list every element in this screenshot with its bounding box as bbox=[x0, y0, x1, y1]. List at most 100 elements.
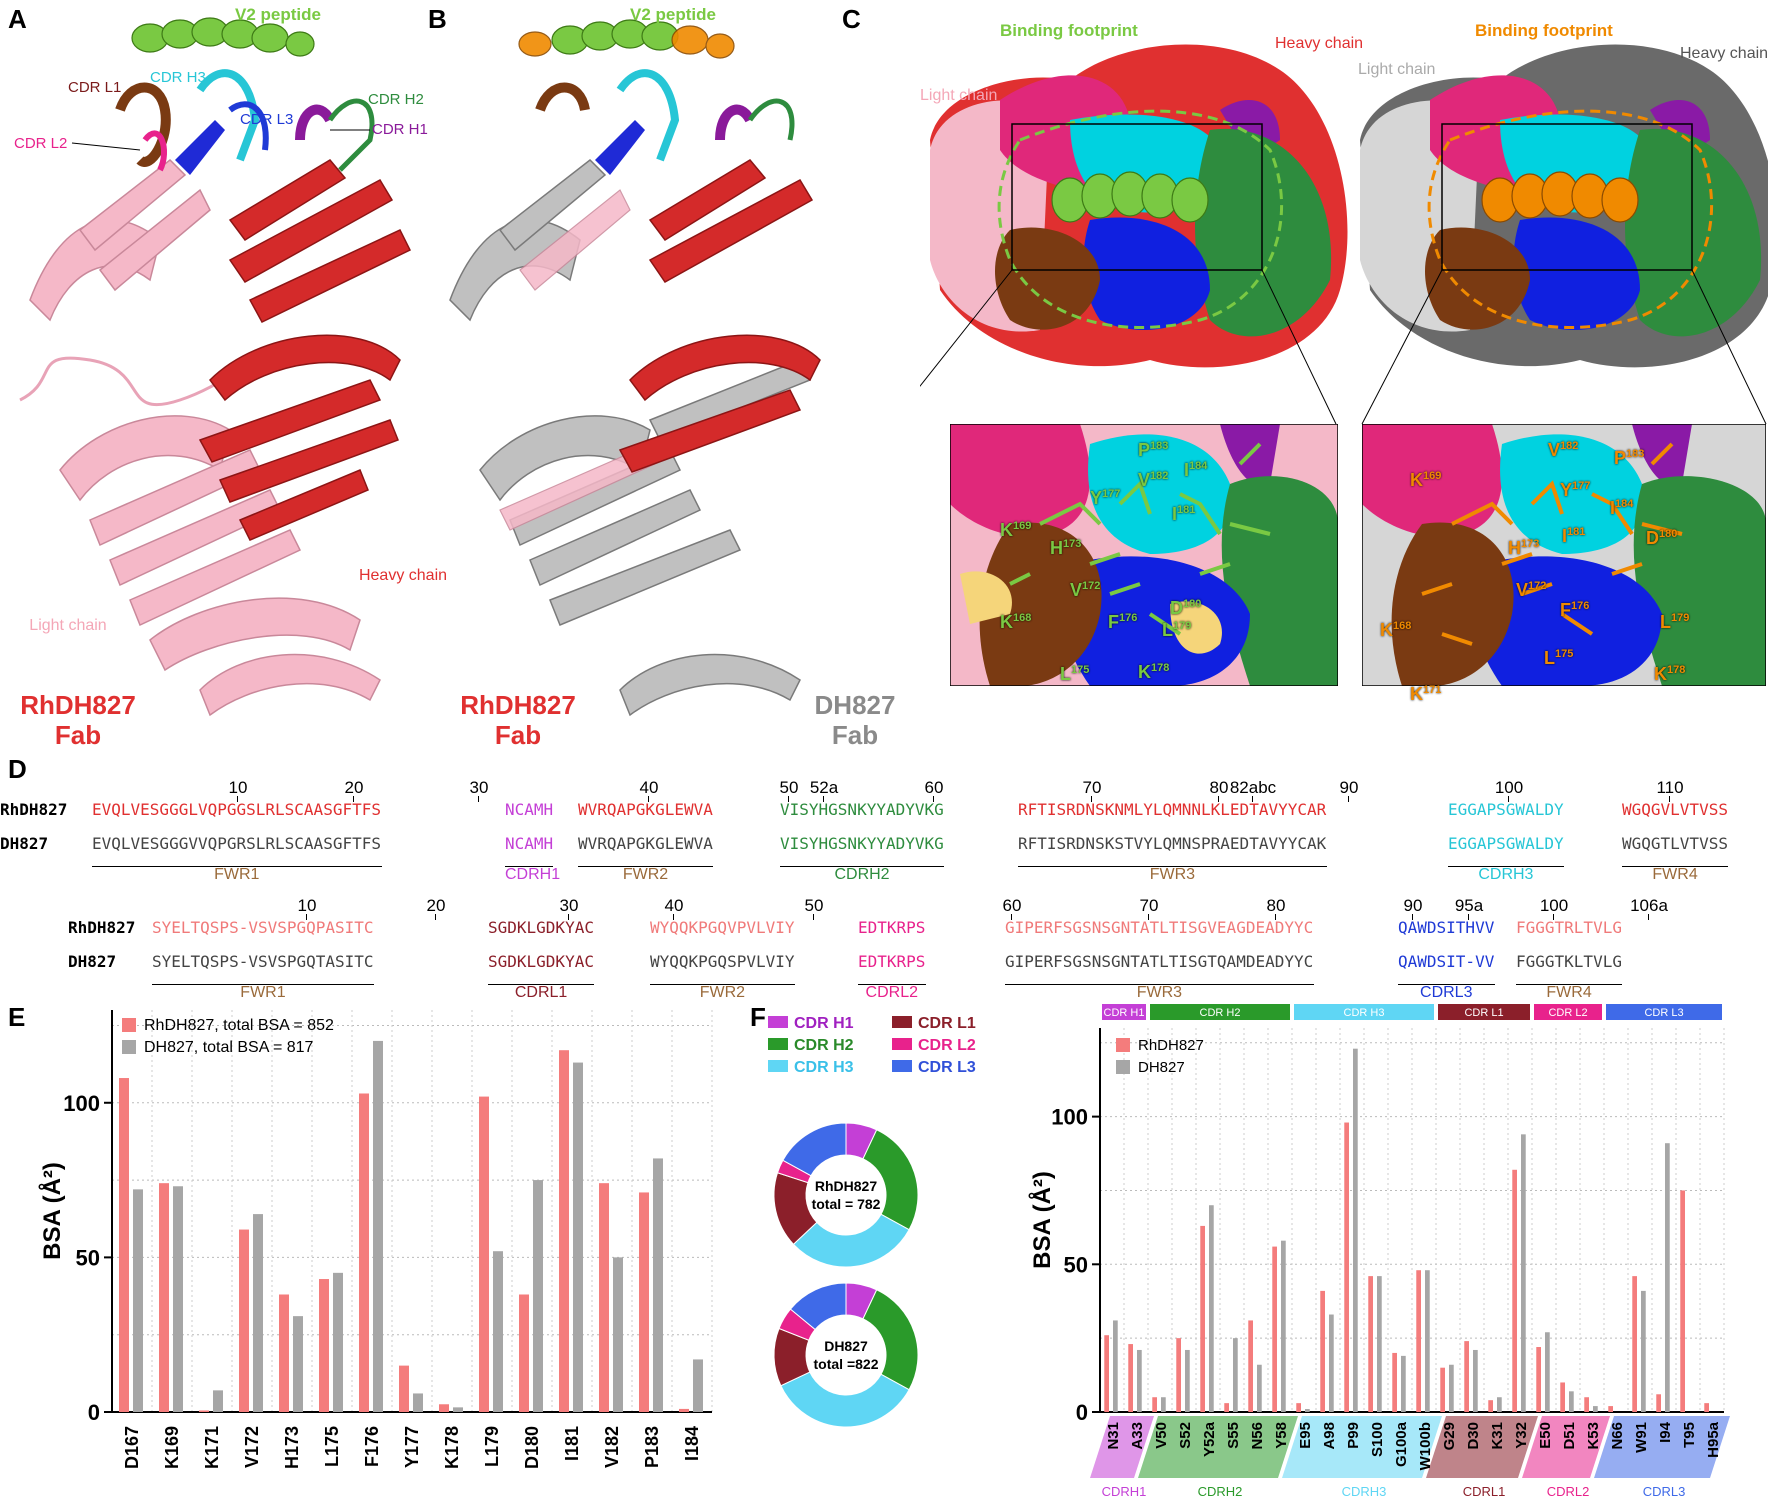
seq-segment: VISYHGSNKYYADYVKG bbox=[780, 800, 944, 819]
tick-mark bbox=[1218, 796, 1219, 802]
tick-mark bbox=[813, 914, 814, 920]
tick-mark bbox=[237, 796, 238, 802]
region-label: CDRH1 bbox=[505, 866, 561, 883]
residue-label: K169 bbox=[1410, 470, 1442, 490]
seq-segment: WGQGVLVTVSS bbox=[1622, 800, 1728, 819]
region-line bbox=[1018, 866, 1327, 867]
x-tick-label: F176 bbox=[362, 1426, 382, 1467]
tick-label: 82abc bbox=[1229, 778, 1277, 797]
region-line bbox=[858, 984, 926, 985]
residue-label: H173 bbox=[1508, 538, 1540, 558]
bar-rhdh827 bbox=[199, 1410, 209, 1412]
residue-label: L175 bbox=[1544, 648, 1574, 668]
seq-segment: FGGGTKLTVLG bbox=[1516, 952, 1622, 971]
bar-rhdh827 bbox=[119, 1078, 129, 1412]
donut-legend-label: CDR H2 bbox=[794, 1037, 854, 1054]
region-label: CDRH3 bbox=[1478, 866, 1534, 883]
region-label: FWR3 bbox=[1136, 984, 1183, 1001]
cdr-h2-label: CDR H2 bbox=[368, 91, 424, 108]
seq-segment: GIPERFSGSNSGNTATLTISGVEAGDEADYYC bbox=[1005, 918, 1314, 937]
residue-label: V172 bbox=[1070, 580, 1101, 600]
x-tick-label: S100 bbox=[1369, 1422, 1386, 1457]
donut-slice bbox=[780, 1371, 910, 1428]
group-header bbox=[1606, 1004, 1722, 1020]
bar-rhdh827 bbox=[1296, 1403, 1301, 1412]
seq-segment: WGQGTLVTVSS bbox=[1622, 834, 1728, 853]
group-band bbox=[1138, 1416, 1298, 1478]
group-label: CDRL1 bbox=[1463, 1484, 1506, 1499]
panel-c-surfaces: Binding footprint Heavy chain Light chai… bbox=[920, 21, 1768, 425]
bar-dh827 bbox=[533, 1180, 543, 1412]
x-tick-label: K53 bbox=[1585, 1422, 1602, 1450]
bar-dh827 bbox=[1257, 1364, 1262, 1412]
bar-rhdh827 bbox=[1416, 1270, 1421, 1412]
region-line bbox=[1622, 866, 1729, 867]
x-tick-label: D51 bbox=[1561, 1422, 1578, 1450]
seq-row-name: DH827 bbox=[0, 834, 49, 853]
residue-label: F176 bbox=[1108, 612, 1138, 632]
donut-legend-swatch bbox=[892, 1016, 912, 1028]
tick-label: 20 bbox=[426, 896, 446, 915]
tick-label: 20 bbox=[344, 778, 364, 797]
bar-dh827 bbox=[613, 1257, 623, 1412]
seq-row-name: RhDH827 bbox=[0, 800, 68, 819]
tick-mark bbox=[673, 914, 674, 920]
bar-rhdh827 bbox=[239, 1229, 249, 1412]
tick-mark bbox=[478, 796, 479, 802]
tick-mark bbox=[306, 914, 307, 920]
bar-rhdh827 bbox=[1128, 1344, 1133, 1412]
light-chain-label-a: Light chain bbox=[29, 617, 107, 634]
bar-dh827 bbox=[1665, 1143, 1670, 1412]
bar-dh827 bbox=[1497, 1397, 1502, 1412]
donut-slice bbox=[862, 1289, 919, 1391]
bar-dh827 bbox=[693, 1359, 703, 1412]
x-tick-label: I181 bbox=[562, 1426, 582, 1461]
footprint-label-left: Binding footprint bbox=[1000, 21, 1138, 40]
cdr-h1-label: CDR H1 bbox=[372, 121, 428, 138]
group-label: CDRL2 bbox=[1547, 1484, 1590, 1499]
tick-label: 100 bbox=[1539, 896, 1569, 915]
bar-dh827 bbox=[1113, 1320, 1118, 1412]
donut-center-total: total = 782 bbox=[812, 1196, 881, 1212]
residue-label: V182 bbox=[1548, 440, 1579, 460]
region-line bbox=[488, 984, 595, 985]
x-tick-label: W100b bbox=[1417, 1422, 1434, 1470]
tick-mark bbox=[568, 914, 569, 920]
legend-label: RhDH827, total BSA = 852 bbox=[144, 1017, 334, 1034]
bar-dh827 bbox=[173, 1186, 183, 1412]
bar-dh827 bbox=[653, 1158, 663, 1412]
group-band bbox=[1282, 1416, 1442, 1478]
seq-segment: WYQQKPGQSPVLVIY bbox=[650, 952, 795, 971]
x-tick-label: V182 bbox=[602, 1426, 622, 1468]
tick-mark bbox=[1275, 914, 1276, 920]
bsa-chart-e: 0 50 100 BSA (Å²) RhDH827, total BSA = 852 DH… bbox=[38, 1010, 713, 1469]
tick-mark bbox=[1252, 796, 1253, 802]
bar-dh827 bbox=[413, 1393, 423, 1412]
tick-mark bbox=[788, 796, 789, 802]
x-tick-label: G100a bbox=[1393, 1421, 1410, 1467]
seq-segment: SYELTQSPS-VSVSPGQTASITC bbox=[152, 952, 374, 971]
tick-label: 80 bbox=[1266, 896, 1286, 915]
seq-segment: SGDKLGDKYAC bbox=[488, 952, 594, 971]
seq-segment: QAWDSITHVV bbox=[1398, 918, 1495, 937]
bar-dh827 bbox=[1209, 1205, 1214, 1412]
bar-dh827 bbox=[1521, 1134, 1526, 1412]
bar-dh827 bbox=[493, 1251, 503, 1412]
bar-dh827 bbox=[1329, 1314, 1334, 1412]
x-tick-label: Y177 bbox=[402, 1426, 422, 1468]
x-tick-label: I94 bbox=[1657, 1421, 1674, 1443]
panel-b-structure: V2 peptide bbox=[449, 5, 821, 717]
x-tick-label: D167 bbox=[122, 1426, 142, 1469]
tick-mark bbox=[1468, 914, 1469, 920]
bar-rhdh827 bbox=[1512, 1169, 1517, 1412]
seq-segment: EGGAPSGWALDY bbox=[1448, 800, 1564, 819]
bar-rhdh827 bbox=[1152, 1397, 1157, 1412]
x-tick-label: T95 bbox=[1681, 1422, 1698, 1448]
region-label: FWR4 bbox=[1546, 984, 1592, 1001]
x-tick-label: I184 bbox=[682, 1426, 702, 1461]
x-tick-label: A33 bbox=[1129, 1422, 1146, 1450]
bar-rhdh827 bbox=[319, 1279, 329, 1412]
region-line bbox=[578, 866, 714, 867]
group-label: CDRH1 bbox=[1102, 1484, 1147, 1499]
seq-segment: NCAMH bbox=[505, 800, 554, 819]
